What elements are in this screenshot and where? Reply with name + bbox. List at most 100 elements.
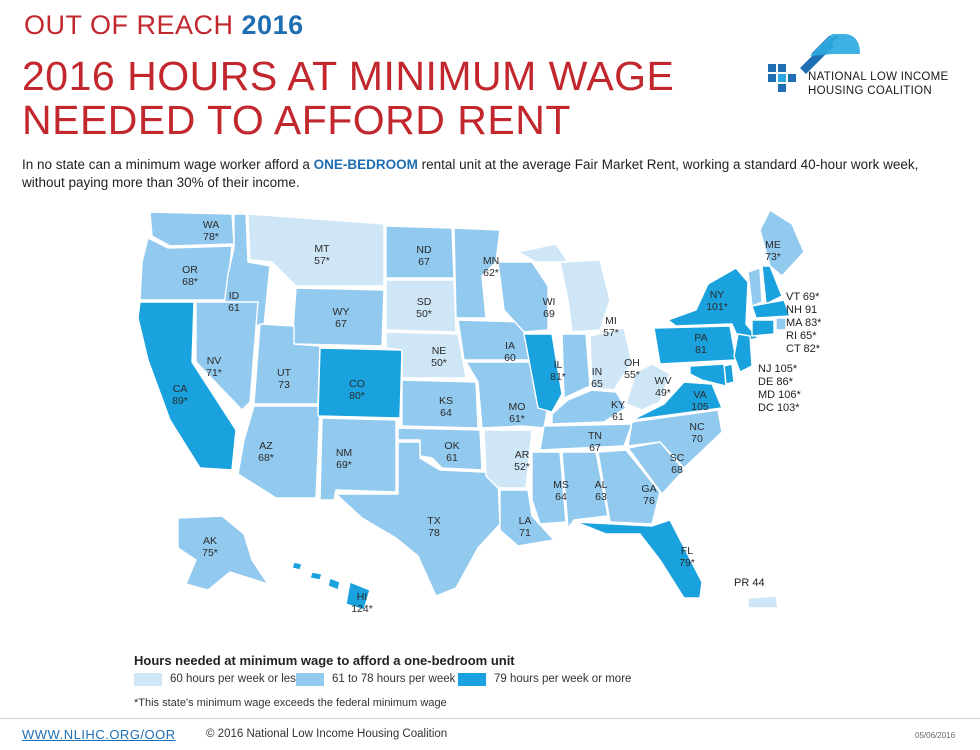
state-label-la: LA 71: [519, 515, 532, 539]
side-label-pr: PR 44: [734, 577, 765, 589]
state-label-ky: KY 61: [611, 399, 625, 423]
state-ca: [137, 301, 237, 471]
state-vt: [747, 267, 763, 307]
state-label-wa: WA 78*: [203, 219, 220, 243]
state-nh: [761, 265, 783, 305]
state-label-ne: NE 50*: [431, 345, 447, 369]
state-nc: [627, 409, 723, 469]
state-wi: [497, 261, 549, 333]
intro-text-after: rental unit at the average Fair Market R…: [22, 157, 919, 190]
side-label-ri: RI 65*: [786, 330, 817, 342]
legend-swatch-high: [458, 672, 486, 686]
state-sd: [385, 279, 457, 333]
nlihc-logo: [768, 34, 860, 92]
legend-swatch-low: [134, 672, 162, 686]
side-label-md: MD 106*: [758, 389, 802, 401]
legend-label-low: 60 hours per week or less: [170, 673, 302, 685]
footer-divider: [0, 718, 980, 719]
state-label-mi: MI 57*: [603, 315, 619, 339]
state-nm: [319, 417, 397, 501]
state-label-in: IN 65: [591, 366, 603, 390]
state-label-oh: OH 55*: [624, 357, 640, 381]
state-label-ak: AK 75*: [202, 535, 218, 559]
state-label-al: AL 63: [595, 479, 608, 503]
state-nd: [385, 225, 455, 279]
state-label-ia: IA 60: [504, 340, 516, 364]
state-ok: [397, 427, 483, 471]
state-label-id: ID 61: [228, 290, 240, 314]
state-label-sc: SC 68: [670, 452, 685, 476]
logo-line2: HOUSING COALITION: [808, 85, 932, 97]
intro-text-before: In no state can a minimum wage worker af…: [22, 157, 314, 172]
state-label-sd: SD 50*: [416, 296, 432, 320]
state-label-ny: NY 101*: [706, 289, 728, 313]
state-wa: [149, 211, 235, 247]
state-label-co: CO 80*: [349, 378, 365, 402]
side-label-nj: NJ 105*: [758, 363, 798, 375]
state-ms: [531, 451, 567, 525]
state-ks: [401, 379, 479, 429]
footer-link[interactable]: WWW.NLIHC.ORG/OOR: [22, 727, 176, 742]
intro-paragraph: In no state can a minimum wage worker af…: [22, 156, 962, 192]
state-label-mo: MO 61*: [509, 401, 526, 425]
state-label-ca: CA 89*: [172, 383, 188, 407]
page-title-line2: NEEDED TO AFFORD RENT: [22, 97, 571, 143]
page-title-line1: 2016 HOURS AT MINIMUM WAGE: [22, 53, 675, 99]
state-wv: [625, 363, 671, 411]
state-label-az: AZ 68*: [258, 440, 274, 464]
state-me: [759, 209, 805, 277]
state-la: [499, 489, 555, 547]
state-az: [237, 405, 321, 499]
state-pr: [747, 595, 779, 609]
state-label-mt: MT 57*: [314, 243, 330, 267]
side-label-dc: DC 103*: [758, 402, 800, 414]
state-va: [631, 381, 723, 421]
state-label-ut: UT 73: [277, 367, 292, 391]
side-label-ma: MA 83*: [786, 317, 822, 329]
state-label-ok: OK 61: [444, 440, 459, 464]
legend-item-high: 79 hours per week or more: [458, 672, 631, 686]
state-md: [689, 363, 727, 387]
state-ne: [385, 331, 467, 379]
state-label-il: IL 81*: [550, 359, 566, 383]
legend-label-mid: 61 to 78 hours per week: [332, 673, 456, 685]
state-ar: [483, 429, 533, 489]
state-ny: [667, 267, 759, 343]
state-ri: [775, 317, 787, 331]
intro-highlight: ONE-BEDROOM: [313, 157, 418, 172]
state-in: [561, 333, 591, 399]
side-label-vt: VT 69*: [786, 291, 820, 303]
state-mn: [453, 227, 501, 319]
legend-footnote: *This state's minimum wage exceeds the f…: [134, 697, 447, 709]
state-label-tx: TX 78: [427, 515, 440, 539]
report-series-title: OUT OF REACH 2016: [24, 10, 304, 41]
legend-item-low: 60 hours per week or less: [134, 672, 302, 686]
state-label-fl: FL 79*: [679, 545, 695, 569]
state-ak: [177, 515, 269, 591]
state-nj: [733, 333, 753, 373]
state-label-pa: PA 81: [694, 332, 707, 356]
state-label-mn: MN 62*: [483, 255, 499, 279]
side-label-nh: NH 91: [786, 304, 817, 316]
state-label-wi: WI 69: [543, 296, 556, 320]
series-name: OUT OF REACH: [24, 10, 234, 40]
state-fl: [575, 519, 703, 599]
state-label-nc: NC 70: [689, 421, 705, 445]
state-label-tn: TN 67: [588, 430, 602, 454]
state-al: [561, 451, 609, 529]
legend-swatch-mid: [296, 672, 324, 686]
state-ma: [751, 299, 791, 319]
side-label-de: DE 86*: [758, 376, 794, 388]
state-label-hi: HI 124*: [351, 591, 373, 615]
state-label-ar: AR 52*: [514, 449, 530, 473]
state-label-nm: NM 69*: [336, 447, 352, 471]
state-mi: [517, 243, 611, 333]
state-il: [523, 333, 563, 413]
state-label-ga: GA 76: [641, 483, 656, 507]
logo-line1: NATIONAL LOW INCOME: [808, 71, 949, 83]
state-tn: [539, 423, 633, 451]
legend-title: Hours needed at minimum wage to afford a…: [134, 653, 515, 668]
state-label-ms: MS 64: [553, 479, 569, 503]
state-ky: [551, 389, 627, 425]
